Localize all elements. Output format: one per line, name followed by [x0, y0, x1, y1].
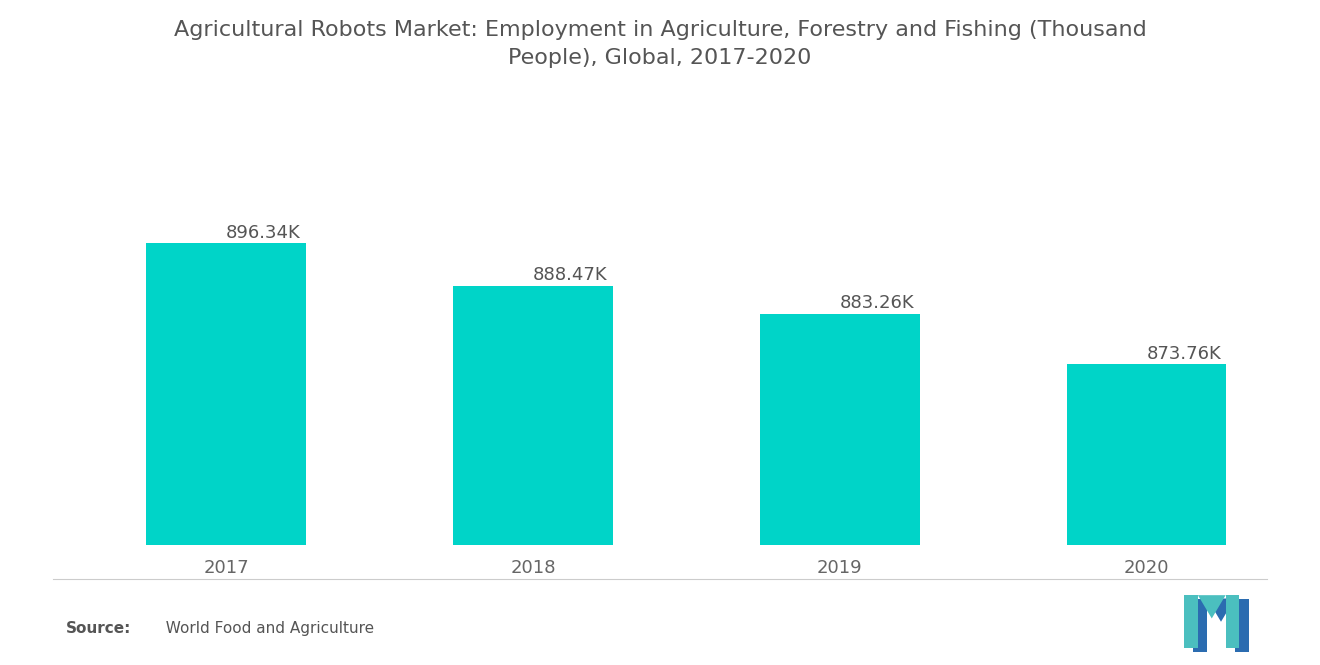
Text: 888.47K: 888.47K [533, 266, 607, 284]
Text: Source:: Source: [66, 621, 132, 636]
Bar [453, 286, 612, 665]
Text: 896.34K: 896.34K [226, 224, 301, 242]
Text: 883.26K: 883.26K [840, 294, 915, 312]
Text: 873.76K: 873.76K [1147, 345, 1221, 363]
Text: Agricultural Robots Market: Employment in Agriculture, Forestry and Fishing (Tho: Agricultural Robots Market: Employment i… [174, 20, 1146, 68]
Bar [147, 243, 306, 665]
Bar [1067, 364, 1226, 665]
Text: World Food and Agriculture: World Food and Agriculture [156, 621, 374, 636]
Bar [760, 314, 920, 665]
